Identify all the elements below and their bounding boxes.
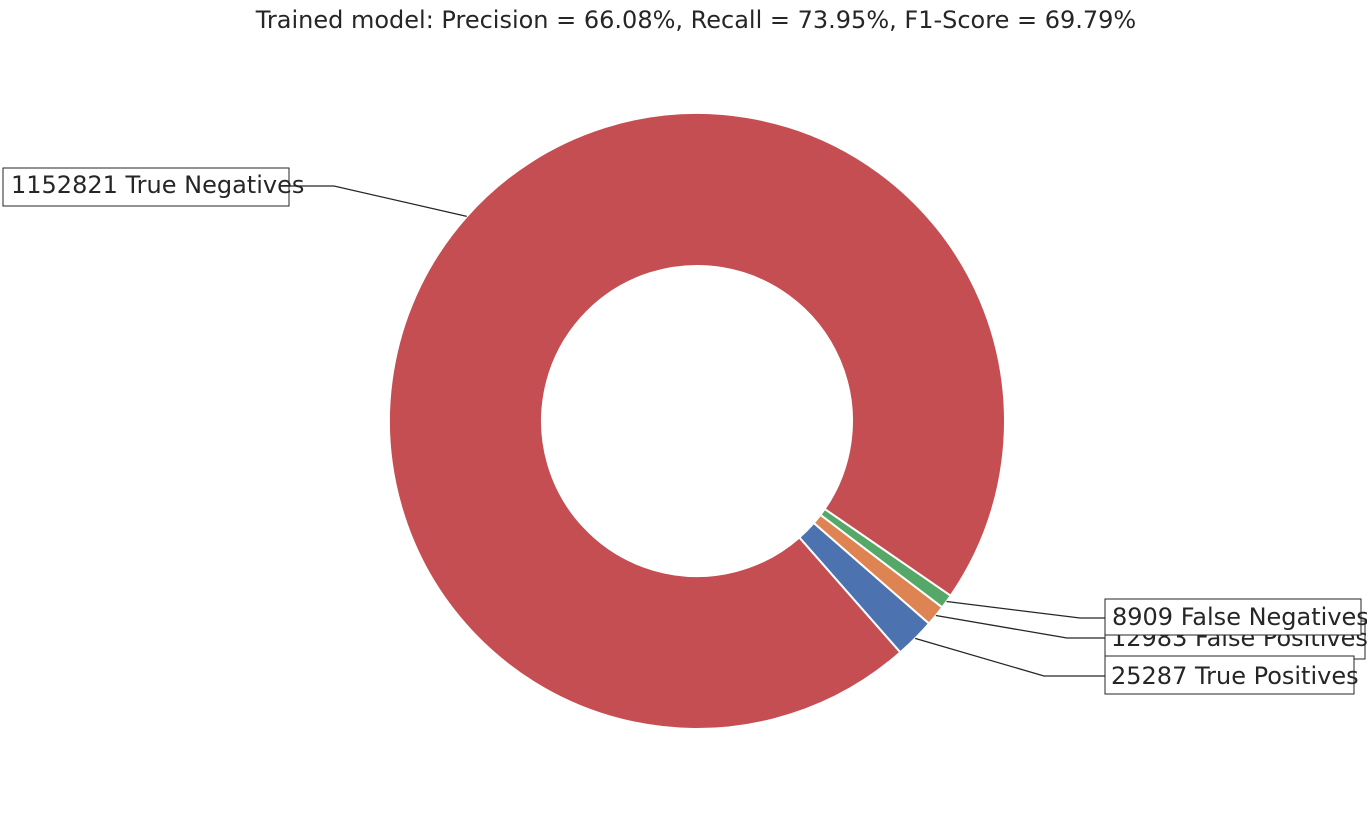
chart-title: Trained model: Precision = 66.08%, Recal… (255, 6, 1136, 34)
slice-label: 25287 True Positives (1104, 655, 1359, 695)
label-leader-line (914, 637, 1105, 677)
label-leader-line (946, 600, 1105, 619)
slice-label-box (1104, 598, 1362, 636)
label-leader-line (935, 614, 1105, 639)
label-leader-line (289, 185, 467, 218)
slice-label-text: 1152821 True Negatives (11, 171, 304, 199)
donut-wedges (388, 112, 1006, 730)
slice-label-box (1104, 655, 1355, 695)
slice-label-text: 25287 True Positives (1111, 662, 1359, 690)
slice-label-text: 8909 False Negatives (1112, 603, 1367, 631)
slice-label-box (2, 167, 290, 207)
slice-label: 8909 False Negatives (1104, 598, 1367, 636)
donut-slice (388, 112, 1006, 730)
slice-label: 1152821 True Negatives (2, 167, 304, 207)
label-leaders (289, 185, 1105, 677)
